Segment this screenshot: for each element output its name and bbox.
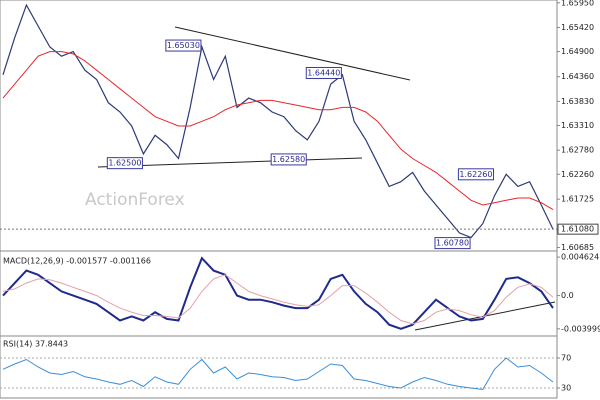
y-tick-label: 0.004624 — [561, 253, 599, 262]
y-tick-label: 1.62780 — [561, 146, 594, 155]
annotation-box — [270, 153, 307, 166]
series-line — [2, 357, 554, 391]
annotation-label: 1.62260 — [459, 170, 492, 179]
series-line — [2, 274, 554, 325]
annotation-label: 1.62580 — [272, 155, 305, 164]
y-tick-label: 0.0 — [561, 291, 574, 300]
last-price-box — [557, 223, 599, 235]
y-tick-label: 70 — [561, 354, 571, 363]
annotation-box — [106, 157, 143, 170]
annotation-box — [165, 39, 202, 52]
series-line — [2, 256, 554, 330]
y-tick-label: 1.64360 — [561, 72, 594, 81]
y-tick-label: 1.64900 — [561, 47, 594, 56]
series-line — [2, 51, 554, 211]
annotation-box — [457, 168, 494, 181]
annotation-label: 1.64440 — [307, 68, 340, 77]
y-tick-label: 1.65420 — [561, 23, 594, 32]
annotation-label: 1.60780 — [436, 239, 469, 248]
annotation-box — [434, 237, 471, 250]
y-tick-label: 1.61725 — [561, 195, 594, 204]
last-price-label: 1.61080 — [561, 225, 594, 234]
series-line — [2, 3, 554, 239]
y-tick-label: 1.63830 — [561, 97, 594, 106]
trendline — [174, 26, 411, 81]
y-tick-label: 1.60685 — [561, 243, 594, 252]
y-tick-label: 1.65950 — [561, 0, 594, 7]
y-tick-label: 1.63310 — [561, 121, 594, 130]
macd-legend: MACD(12,26,9) -0.001577 -0.001166 — [3, 257, 151, 266]
y-tick-label: 1.62260 — [561, 170, 594, 179]
watermark: ActionForex — [85, 190, 185, 210]
frame — [0, 0, 558, 399]
annotation-label: 1.62500 — [108, 159, 141, 168]
y-tick-label: 30 — [561, 384, 571, 393]
y-tick-label: -0.003999 — [561, 324, 600, 333]
rsi-legend: RSI(14) 37.8443 — [3, 340, 68, 349]
annotation-label: 1.65030 — [167, 41, 200, 50]
annotation-box — [305, 66, 342, 79]
